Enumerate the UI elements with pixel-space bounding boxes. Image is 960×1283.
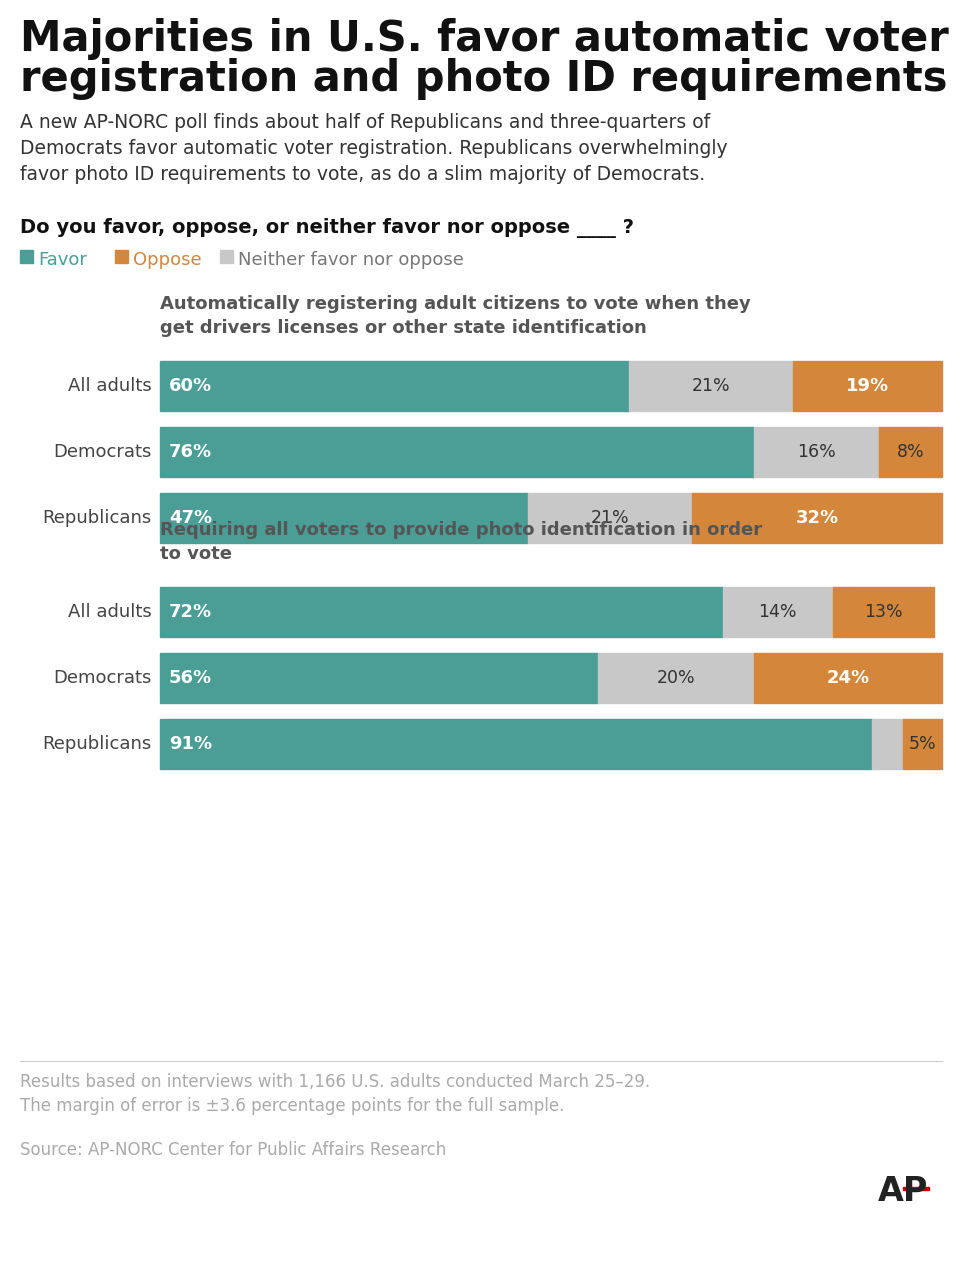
Text: 21%: 21% bbox=[692, 377, 731, 395]
Text: 56%: 56% bbox=[169, 668, 212, 686]
Text: 14%: 14% bbox=[758, 603, 797, 621]
Text: 21%: 21% bbox=[590, 509, 629, 527]
Bar bbox=[598, 653, 755, 703]
Text: All adults: All adults bbox=[68, 377, 152, 395]
Text: 8%: 8% bbox=[897, 443, 924, 461]
Bar bbox=[629, 361, 793, 411]
Bar bbox=[160, 493, 528, 543]
Bar bbox=[115, 250, 128, 263]
Text: 5%: 5% bbox=[908, 735, 936, 753]
Text: 13%: 13% bbox=[864, 603, 902, 621]
Text: 32%: 32% bbox=[795, 509, 838, 527]
Text: 76%: 76% bbox=[169, 443, 212, 461]
Text: Source: AP-NORC Center for Public Affairs Research: Source: AP-NORC Center for Public Affair… bbox=[20, 1141, 446, 1159]
Text: All adults: All adults bbox=[68, 603, 152, 621]
Bar bbox=[903, 718, 942, 769]
Bar bbox=[872, 718, 903, 769]
Bar bbox=[160, 361, 629, 411]
Text: Requiring all voters to provide photo identification in order
to vote: Requiring all voters to provide photo id… bbox=[160, 521, 762, 563]
Text: 72%: 72% bbox=[169, 603, 212, 621]
Text: 19%: 19% bbox=[846, 377, 889, 395]
Text: Do you favor, oppose, or neither favor nor oppose ____ ?: Do you favor, oppose, or neither favor n… bbox=[20, 218, 634, 239]
Bar bbox=[160, 427, 755, 477]
Text: A new AP-NORC poll finds about half of Republicans and three-quarters of
Democra: A new AP-NORC poll finds about half of R… bbox=[20, 113, 728, 183]
Text: The margin of error is ±3.6 percentage points for the full sample.: The margin of error is ±3.6 percentage p… bbox=[20, 1097, 564, 1115]
Text: Republicans: Republicans bbox=[43, 735, 152, 753]
Text: Republicans: Republicans bbox=[43, 509, 152, 527]
Text: Automatically registering adult citizens to vote when they
get drivers licenses : Automatically registering adult citizens… bbox=[160, 295, 751, 336]
Text: Democrats: Democrats bbox=[54, 443, 152, 461]
Bar bbox=[903, 1187, 929, 1191]
Bar bbox=[755, 653, 942, 703]
Text: 24%: 24% bbox=[827, 668, 870, 686]
Text: 16%: 16% bbox=[798, 443, 836, 461]
Bar bbox=[160, 588, 723, 636]
Bar bbox=[528, 493, 692, 543]
Text: 20%: 20% bbox=[657, 668, 695, 686]
Text: 60%: 60% bbox=[169, 377, 212, 395]
Bar bbox=[755, 427, 879, 477]
Text: AP: AP bbox=[877, 1175, 928, 1209]
Bar bbox=[692, 493, 942, 543]
Bar bbox=[20, 250, 33, 263]
Text: Neither favor nor oppose: Neither favor nor oppose bbox=[238, 251, 464, 269]
Bar bbox=[220, 250, 233, 263]
Bar bbox=[879, 427, 942, 477]
Bar bbox=[832, 588, 934, 636]
Text: registration and photo ID requirements: registration and photo ID requirements bbox=[20, 58, 948, 100]
Text: Majorities in U.S. favor automatic voter: Majorities in U.S. favor automatic voter bbox=[20, 18, 948, 60]
Bar bbox=[160, 653, 598, 703]
Text: 47%: 47% bbox=[169, 509, 212, 527]
Text: 91%: 91% bbox=[169, 735, 212, 753]
Bar bbox=[793, 361, 942, 411]
Bar bbox=[160, 718, 872, 769]
Bar bbox=[723, 588, 832, 636]
Text: Favor: Favor bbox=[38, 251, 86, 269]
Text: Democrats: Democrats bbox=[54, 668, 152, 686]
Text: Results based on interviews with 1,166 U.S. adults conducted March 25–29.: Results based on interviews with 1,166 U… bbox=[20, 1073, 650, 1091]
Text: Oppose: Oppose bbox=[133, 251, 202, 269]
